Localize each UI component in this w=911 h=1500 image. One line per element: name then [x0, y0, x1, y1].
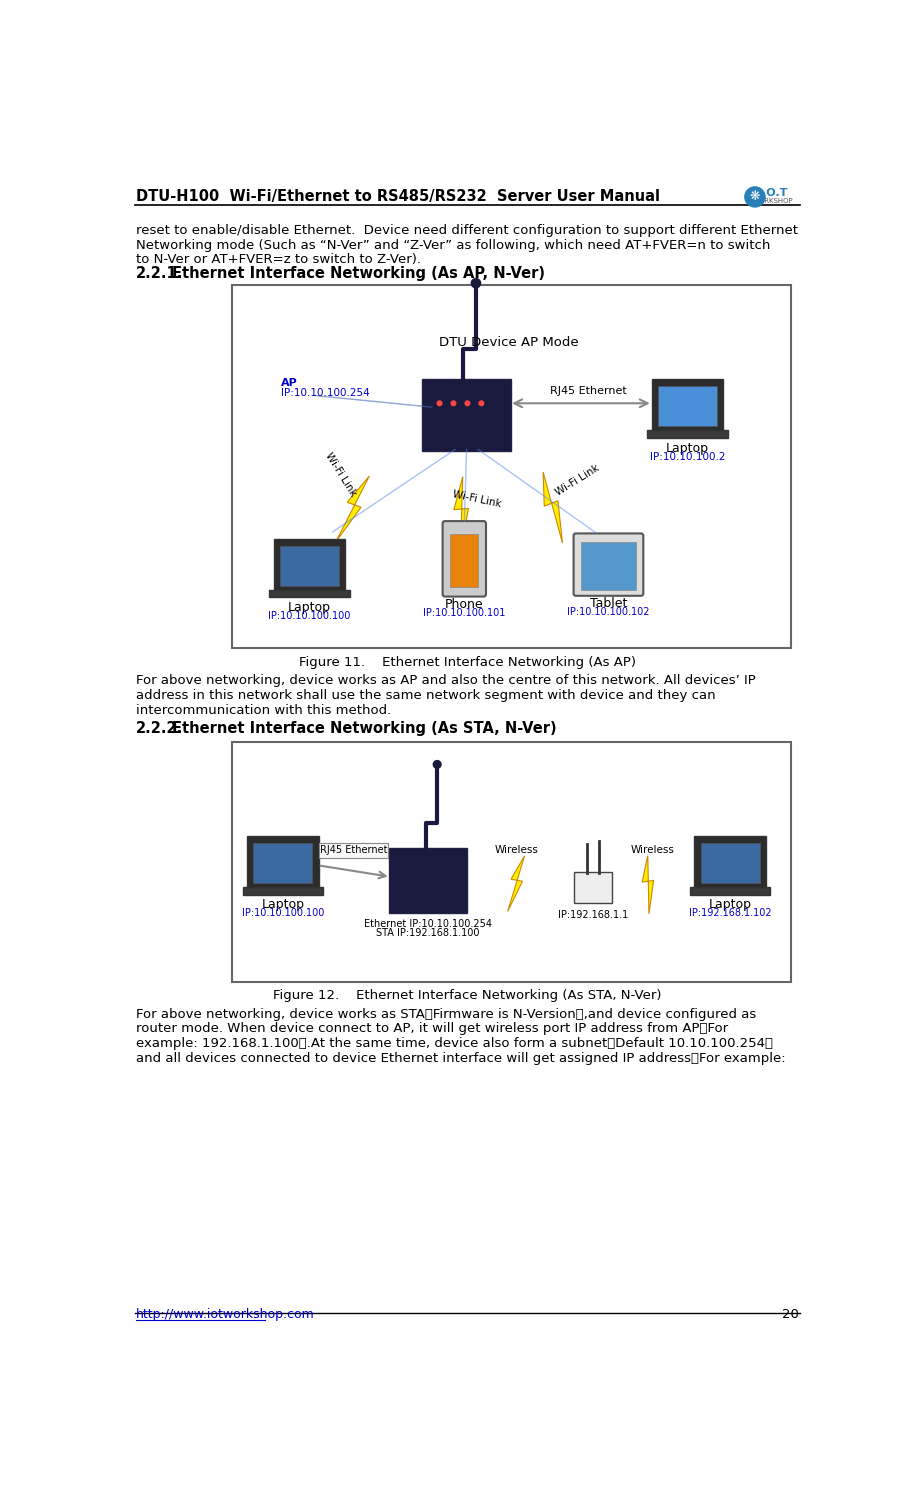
Text: Tablet: Tablet: [589, 597, 627, 610]
Circle shape: [744, 188, 764, 207]
Text: Ethernet Interface Networking (As AP, N-Ver): Ethernet Interface Networking (As AP, N-…: [172, 266, 545, 280]
Text: Wireless: Wireless: [630, 844, 674, 855]
Polygon shape: [454, 477, 468, 550]
FancyBboxPatch shape: [450, 534, 477, 586]
Text: Wi-Fi Link: Wi-Fi Link: [451, 489, 501, 510]
Text: 20: 20: [782, 1308, 798, 1322]
Text: Ethernet Interface Networking (As STA, N-Ver): Ethernet Interface Networking (As STA, N…: [172, 720, 556, 735]
Text: reset to enable/disable Ethernet.  Device need different configuration to suppor: reset to enable/disable Ethernet. Device…: [136, 224, 797, 237]
Text: example: 192.168.1.100）.At the same time, device also form a subnet（Default 10.1: example: 192.168.1.100）.At the same time…: [136, 1036, 772, 1050]
FancyBboxPatch shape: [318, 843, 388, 858]
FancyBboxPatch shape: [442, 520, 486, 597]
Text: 2.2.1.: 2.2.1.: [136, 266, 183, 280]
Text: DTU-H100  Wi-Fi/Ethernet to RS485/RS232  Server User Manual: DTU-H100 Wi-Fi/Ethernet to RS485/RS232 S…: [136, 189, 659, 204]
Text: IP:192.168.1.1: IP:192.168.1.1: [558, 910, 628, 920]
FancyBboxPatch shape: [647, 430, 727, 438]
Polygon shape: [335, 476, 369, 542]
FancyBboxPatch shape: [573, 534, 642, 596]
FancyBboxPatch shape: [273, 538, 344, 591]
FancyBboxPatch shape: [231, 742, 791, 982]
Text: DTU Device AP Mode: DTU Device AP Mode: [439, 336, 578, 350]
FancyBboxPatch shape: [253, 843, 312, 884]
Polygon shape: [641, 855, 653, 913]
Text: address in this network shall use the same network segment with device and they : address in this network shall use the sa…: [136, 688, 714, 702]
Text: Laptop: Laptop: [708, 898, 751, 912]
Text: RJ45 Ethernet: RJ45 Ethernet: [549, 386, 626, 396]
Text: to N-Ver or AT+FVER=z to switch to Z-Ver).: to N-Ver or AT+FVER=z to switch to Z-Ver…: [136, 254, 420, 266]
Text: Laptop: Laptop: [261, 898, 304, 912]
Text: router mode. When device connect to AP, it will get wireless port IP address fro: router mode. When device connect to AP, …: [136, 1023, 727, 1035]
Text: Wi-Fi Link: Wi-Fi Link: [323, 450, 358, 498]
Circle shape: [471, 279, 480, 288]
Text: RJ45 Ethernet: RJ45 Ethernet: [320, 844, 387, 855]
Text: STA IP:192.168.1.100: STA IP:192.168.1.100: [375, 928, 479, 939]
Text: IP:10.10.100.254: IP:10.10.100.254: [281, 388, 369, 398]
FancyArrowPatch shape: [514, 399, 647, 406]
Text: Ethernet IP:10.10.100.254: Ethernet IP:10.10.100.254: [363, 920, 491, 928]
FancyArrowPatch shape: [321, 865, 385, 879]
Circle shape: [478, 400, 483, 405]
FancyBboxPatch shape: [231, 285, 791, 648]
FancyBboxPatch shape: [580, 542, 635, 590]
Text: For above networking, device works as AP and also the centre of this network. Al: For above networking, device works as AP…: [136, 675, 754, 687]
Text: AP: AP: [281, 378, 297, 388]
FancyBboxPatch shape: [573, 871, 611, 903]
Text: Figure 12.    Ethernet Interface Networking (As STA, N-Ver): Figure 12. Ethernet Interface Networking…: [273, 988, 660, 1002]
Text: Laptop: Laptop: [288, 602, 331, 613]
Text: IP:10.10.100.2: IP:10.10.100.2: [649, 452, 724, 462]
Text: Networking mode (Such as “N-Ver” and “Z-Ver” as following, which need AT+FVER=n : Networking mode (Such as “N-Ver” and “Z-…: [136, 238, 769, 252]
Text: IP:10.10.100.102: IP:10.10.100.102: [567, 608, 649, 618]
Text: intercommunication with this method.: intercommunication with this method.: [136, 704, 391, 717]
Text: http://www.iotworkshop.com: http://www.iotworkshop.com: [136, 1308, 314, 1322]
Text: Phone: Phone: [445, 598, 483, 610]
FancyBboxPatch shape: [658, 387, 716, 426]
FancyBboxPatch shape: [247, 836, 318, 888]
Text: WORKSHOP: WORKSHOP: [752, 198, 793, 204]
Circle shape: [433, 760, 441, 768]
FancyBboxPatch shape: [389, 849, 466, 914]
FancyBboxPatch shape: [280, 546, 338, 586]
Text: Wi-Fi Link: Wi-Fi Link: [553, 464, 600, 498]
FancyBboxPatch shape: [269, 590, 349, 597]
Text: IP:10.10.100.101: IP:10.10.100.101: [423, 608, 505, 618]
Text: 2.2.2.: 2.2.2.: [136, 720, 183, 735]
FancyBboxPatch shape: [689, 886, 770, 894]
FancyBboxPatch shape: [422, 378, 510, 452]
Circle shape: [465, 400, 469, 405]
Text: and all devices connected to device Ethernet interface will get assigned IP addr: and all devices connected to device Ethe…: [136, 1052, 784, 1065]
Polygon shape: [507, 856, 524, 912]
Text: ❋: ❋: [749, 190, 760, 204]
Polygon shape: [542, 472, 562, 543]
FancyBboxPatch shape: [651, 380, 722, 430]
FancyBboxPatch shape: [700, 843, 759, 884]
FancyBboxPatch shape: [242, 886, 322, 894]
Text: Figure 11.    Ethernet Interface Networking (As AP): Figure 11. Ethernet Interface Networking…: [299, 656, 635, 669]
Text: I.O.T: I.O.T: [757, 188, 786, 198]
FancyBboxPatch shape: [693, 836, 765, 888]
Text: Laptop: Laptop: [665, 442, 708, 454]
Circle shape: [451, 400, 456, 405]
Text: IP:192.168.1.102: IP:192.168.1.102: [688, 909, 771, 918]
Text: Wireless: Wireless: [495, 844, 538, 855]
Circle shape: [436, 400, 441, 405]
Text: IP:10.10.100.100: IP:10.10.100.100: [241, 909, 323, 918]
Text: IP:10.10.100.100: IP:10.10.100.100: [268, 610, 350, 621]
Text: For above networking, device works as STA（Firmware is N-Version）,and device conf: For above networking, device works as ST…: [136, 1008, 755, 1020]
